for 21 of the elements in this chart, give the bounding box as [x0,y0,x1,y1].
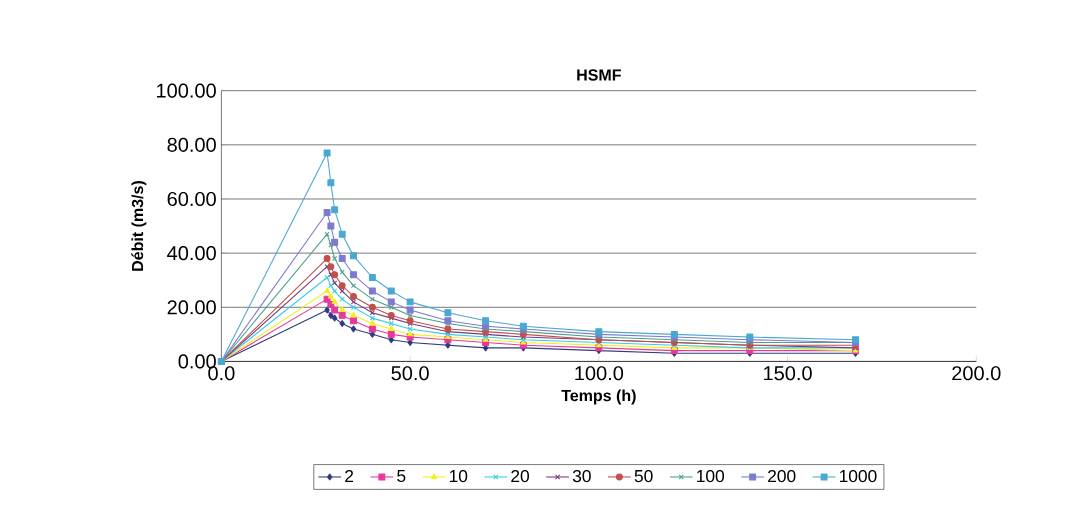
y-tick-label: 80.00 [167,137,216,152]
legend-label: 10 [449,470,468,483]
y-tick-label: 40.00 [167,246,216,261]
y-axis-title: Débit (m3/s) [131,181,147,271]
legend-label: 2 [345,470,354,483]
legend-label: 5 [397,470,406,483]
y-tick-label: 20.00 [167,300,216,315]
y-tick-label: 60.00 [167,191,216,207]
x-tick-label: 150.0 [764,366,812,381]
x-tick-label: 200.0 [952,366,1001,381]
x-tick-label: 50.0 [391,366,429,381]
legend-label: 1000 [839,470,877,483]
legend-label: 20 [511,470,530,483]
legend-label: 100 [697,470,725,483]
legend-label: 30 [572,470,591,483]
legend-label: 50 [634,470,653,483]
x-axis-title: Temps (h) [561,389,636,405]
y-tick-label: 100.00 [157,83,216,98]
legend-label: 200 [768,470,796,483]
chart-title: HSMF [577,69,621,81]
x-tick-label: 100.0 [575,366,624,381]
